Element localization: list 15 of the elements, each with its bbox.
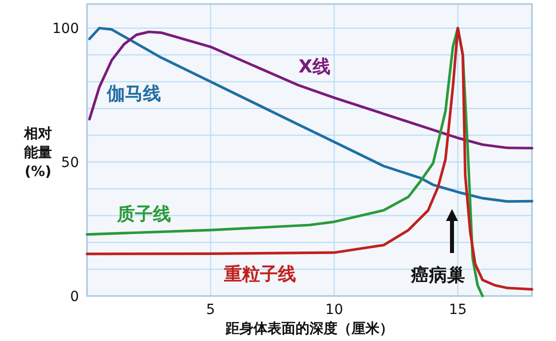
- x-tick-label: 5: [206, 302, 216, 318]
- y-tick-label: 100: [52, 21, 79, 38]
- x-axis-title: 距身体表面的深度（厘米）: [224, 320, 394, 337]
- y-tick-label: 0: [70, 289, 79, 305]
- x-tick-label: 10: [325, 302, 344, 318]
- series-label: 伽马线: [106, 83, 161, 104]
- line-series: [88, 30, 534, 150]
- series-label: 质子线: [116, 204, 171, 225]
- line-series: [88, 26, 534, 203]
- annotation: 癌病巢: [410, 265, 465, 286]
- series-label: 重粒子线: [223, 264, 296, 285]
- y-axis-title: 相对能量 (%): [23, 126, 52, 180]
- x-tick-label: 15: [448, 302, 467, 318]
- series-label: X线: [298, 56, 330, 78]
- y-tick-label: 50: [61, 155, 79, 172]
